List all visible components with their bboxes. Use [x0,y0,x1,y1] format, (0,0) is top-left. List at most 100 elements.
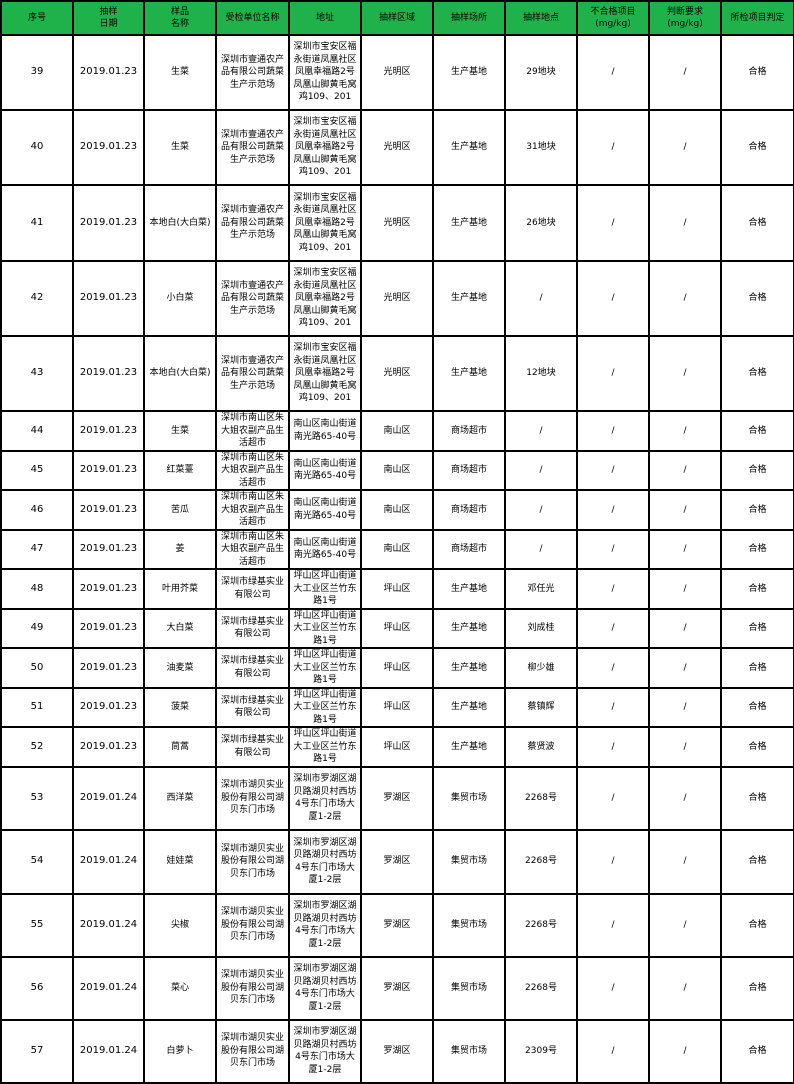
cell-place: 商场超市 [432,449,506,491]
cell-address: 深圳市罗湖区湖贝路湖贝村西坊4号东门市场大厦1-2层 [288,828,362,895]
cell-unit: 深圳市南山区朱大姐农副产品生活超市 [215,410,290,452]
table-row: 40 2019.01.23 生菜 深圳市壹通农产品有限公司蔬菜生产示范场 深圳市宝安区福… [0,109,794,186]
cell-sample: 菜心 [143,955,217,1021]
cell-address: 南山区南山街道南光路65-40号 [288,528,362,570]
cell-spot: 刘成桂 [504,607,578,649]
header-verdict: 所检项目判定 [720,0,794,36]
cell-requirement: / [648,607,722,649]
cell-address: 深圳市宝安区福永街道凤凰社区凤凰幸福路2号凤凰山脚黄毛窝鸡109、201 [288,260,362,337]
cell-sample: 姜 [143,528,217,570]
cell-unit: 深圳市南山区朱大姐农副产品生活超市 [215,489,290,531]
cell-seq: 57 [0,1018,74,1084]
cell-spot: 蔡镇辉 [504,686,578,728]
table-row: 54 2019.01.24 娃娃菜 深圳市湖贝实业股份有限公司湖贝东门市场 深圳市罗湖区… [0,828,794,895]
cell-place: 集贸市场 [432,892,506,958]
cell-unit: 深圳市壹通农产品有限公司蔬菜生产示范场 [215,335,290,412]
cell-area: 光明区 [360,260,434,337]
cell-failed-item: / [576,489,650,531]
cell-verdict: 合格 [720,607,794,649]
cell-requirement: / [648,765,722,831]
cell-verdict: 合格 [720,410,794,452]
cell-unit: 深圳市壹通农产品有限公司蔬菜生产示范场 [215,109,290,186]
cell-verdict: 合格 [720,828,794,895]
cell-spot: 柳少雄 [504,647,578,689]
cell-area: 光明区 [360,109,434,186]
header-address: 地址 [288,0,362,36]
table-row: 50 2019.01.23 油麦菜 深圳市绿基实业有限公司 坪山区坪山街道大工业区兰竹东… [0,647,794,689]
cell-date: 2019.01.24 [72,828,145,895]
table-row: 57 2019.01.24 白萝卜 深圳市湖贝实业股份有限公司湖贝东门市场 深圳市罗湖区… [0,1018,794,1084]
cell-seq: 51 [0,686,74,728]
cell-sample: 油麦菜 [143,647,217,689]
table-row: 49 2019.01.23 大白菜 深圳市绿基实业有限公司 坪山区坪山街道大工业区兰竹东… [0,607,794,649]
cell-seq: 44 [0,410,74,452]
table-row: 55 2019.01.24 尖椒 深圳市湖贝实业股份有限公司湖贝东门市场 深圳市罗湖区湖… [0,892,794,958]
cell-sample: 生菜 [143,109,217,186]
cell-failed-item: / [576,607,650,649]
cell-address: 坪山区坪山街道大工业区兰竹东路1号 [288,686,362,728]
cell-place: 商场超市 [432,528,506,570]
cell-verdict: 合格 [720,955,794,1021]
cell-failed-item: / [576,410,650,452]
cell-unit: 深圳市湖贝实业股份有限公司湖贝东门市场 [215,765,290,831]
cell-area: 南山区 [360,449,434,491]
header-sample-name: 样品 名称 [143,0,217,36]
cell-sample: 本地白(大白菜) [143,335,217,412]
cell-seq: 49 [0,607,74,649]
cell-verdict: 合格 [720,34,794,111]
cell-unit: 深圳市绿基实业有限公司 [215,686,290,728]
table-body: 39 2019.01.23 生菜 深圳市壹通农产品有限公司蔬菜生产示范场 深圳市宝安区福… [0,34,794,1084]
cell-unit: 深圳市南山区朱大姐农副产品生活超市 [215,449,290,491]
cell-area: 坪山区 [360,686,434,728]
cell-date: 2019.01.23 [72,528,145,570]
cell-place: 生产基地 [432,726,506,768]
cell-verdict: 合格 [720,449,794,491]
table-row: 39 2019.01.23 生菜 深圳市壹通农产品有限公司蔬菜生产示范场 深圳市宝安区福… [0,34,794,111]
cell-address: 坪山区坪山街道大工业区兰竹东路1号 [288,607,362,649]
cell-sample: 小白菜 [143,260,217,337]
cell-failed-item: / [576,528,650,570]
cell-place: 生产基地 [432,109,506,186]
cell-area: 光明区 [360,184,434,262]
cell-area: 坪山区 [360,647,434,689]
header-seq: 序号 [0,0,74,36]
table-row: 51 2019.01.23 菠菜 深圳市绿基实业有限公司 坪山区坪山街道大工业区兰竹东路… [0,686,794,728]
table-row: 46 2019.01.23 苦瓜 深圳市南山区朱大姐农副产品生活超市 南山区南山街道南光… [0,489,794,531]
cell-sample: 白萝卜 [143,1018,217,1084]
cell-failed-item: / [576,647,650,689]
cell-date: 2019.01.23 [72,260,145,337]
header-failed-item: 不合格项目 (mg/kg) [576,0,650,36]
cell-failed-item: / [576,765,650,831]
cell-requirement: / [648,184,722,262]
cell-unit: 深圳市壹通农产品有限公司蔬菜生产示范场 [215,184,290,262]
cell-seq: 50 [0,647,74,689]
cell-address: 南山区南山街道南光路65-40号 [288,489,362,531]
cell-failed-item: / [576,686,650,728]
cell-spot: 蔡贤波 [504,726,578,768]
cell-seq: 46 [0,489,74,531]
cell-address: 深圳市宝安区福永街道凤凰社区凤凰幸福路2号凤凰山脚黄毛窝鸡109、201 [288,335,362,412]
cell-place: 集贸市场 [432,955,506,1021]
cell-seq: 54 [0,828,74,895]
cell-unit: 深圳市壹通农产品有限公司蔬菜生产示范场 [215,34,290,111]
cell-spot: 29地块 [504,34,578,111]
cell-seq: 41 [0,184,74,262]
cell-seq: 42 [0,260,74,337]
cell-verdict: 合格 [720,568,794,610]
cell-failed-item: / [576,1018,650,1084]
cell-spot: / [504,410,578,452]
cell-failed-item: / [576,828,650,895]
cell-date: 2019.01.23 [72,607,145,649]
cell-failed-item: / [576,568,650,610]
cell-place: 商场超市 [432,410,506,452]
cell-requirement: / [648,449,722,491]
cell-seq: 48 [0,568,74,610]
cell-sample: 生菜 [143,410,217,452]
cell-spot: 2268号 [504,892,578,958]
cell-verdict: 合格 [720,647,794,689]
cell-place: 生产基地 [432,568,506,610]
cell-place: 生产基地 [432,647,506,689]
cell-address: 坪山区坪山街道大工业区兰竹东路1号 [288,647,362,689]
cell-unit: 深圳市绿基实业有限公司 [215,647,290,689]
